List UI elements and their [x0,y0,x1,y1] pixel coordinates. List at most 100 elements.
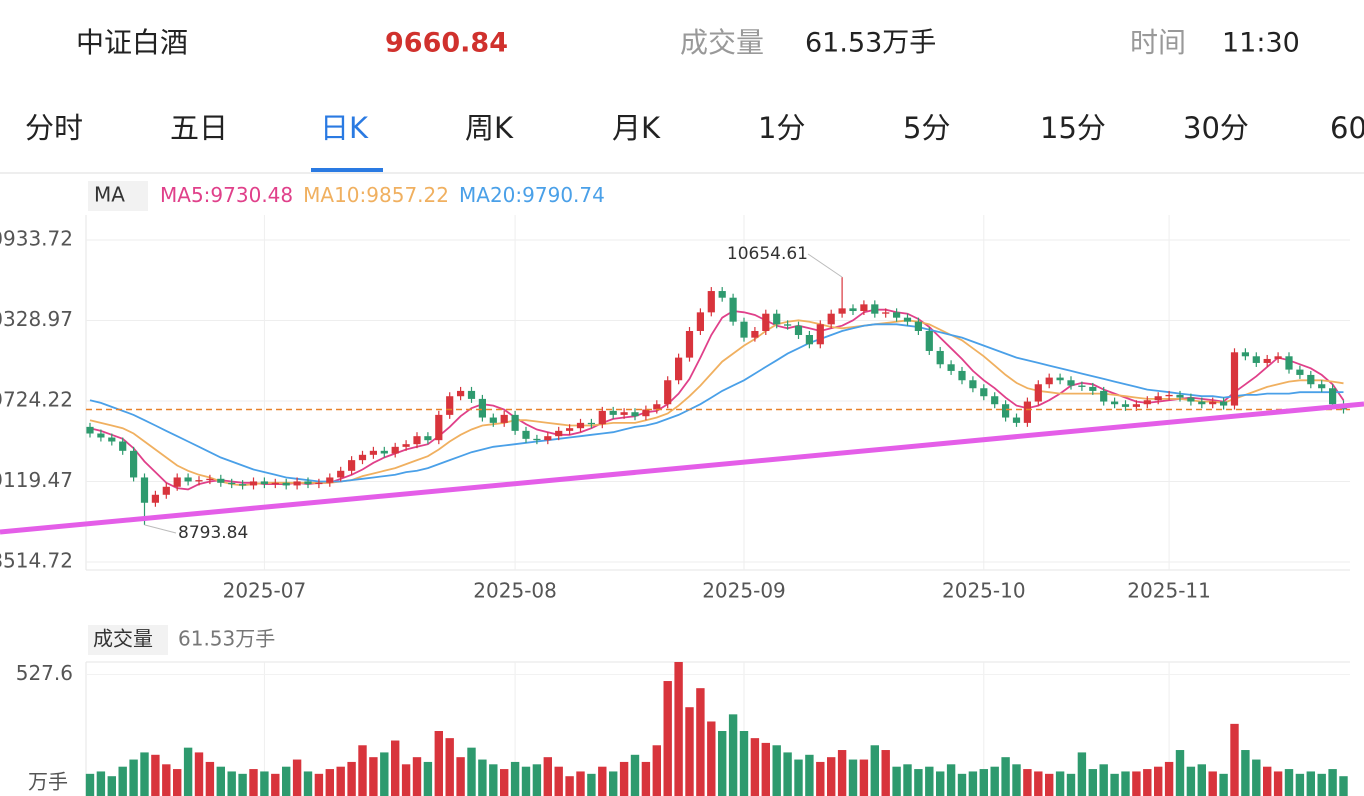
volume-bar [521,766,531,796]
candle-body [653,404,661,410]
tab[interactable]: 五日 [170,111,228,145]
volume-unit: 万手 [28,770,68,794]
x-tick-label: 2025-10 [942,579,1026,603]
volume-bar [456,757,465,796]
volume-bar [1034,771,1043,796]
candle-body [740,321,748,338]
candle-body [1111,401,1119,405]
volume-bar [1132,771,1141,796]
candle-body [402,444,410,447]
x-tick-label: 2025-09 [702,579,786,603]
candle-body [729,297,737,322]
volume-bar [652,745,661,796]
candle-body [1100,390,1108,402]
volume-title-box [88,625,168,655]
candle-body [173,477,181,487]
candle-body [1296,369,1304,375]
volume-bar [303,771,313,796]
tab[interactable]: 日K [320,111,369,145]
volume-bar [216,766,225,796]
candle-body [369,450,377,455]
volume-bar [423,761,433,796]
index-name: 中证白酒 [76,26,188,59]
volume-bar [848,759,858,796]
candle-body [1002,404,1010,418]
candle-body [380,450,388,454]
candle-body [903,317,912,322]
candle-body [337,470,345,478]
ma-legend-title: MA [94,183,125,207]
candle-body [827,313,835,325]
candle-body [1329,388,1337,405]
volume-bar [151,754,160,796]
x-tick-label: 2025-08 [473,579,557,603]
tab[interactable]: 月K [612,111,661,145]
volume-subtitle: 61.53万手 [178,627,275,651]
ma-line [89,319,1344,487]
candle-body [773,313,781,325]
volume-bar [1154,766,1163,796]
volume-bar [1219,773,1228,796]
tab[interactable]: 5分 [903,111,950,145]
volume-bar [1099,764,1108,796]
candle-body [794,325,803,335]
volume-bar [107,776,116,796]
candle-body [467,390,476,399]
candle-body [587,422,595,425]
volume-bar [1164,761,1174,796]
volume-bar [1339,776,1348,796]
volume-bar [859,759,869,796]
ma-legend-entry: MA10:9857.22 [303,183,449,207]
candle-body [1023,401,1031,423]
candle-body [271,482,279,485]
candle-body [511,414,519,431]
volume-bar [1317,773,1326,796]
volume-bar [85,773,95,796]
volume-bar [1045,773,1054,796]
tab[interactable]: 周K [465,111,514,145]
candle-body [1187,397,1195,402]
volume-bar [837,750,847,796]
tab[interactable]: 60 [1330,111,1364,145]
candle-body [413,436,421,445]
volume-bar [728,714,738,796]
candle-body [249,481,258,486]
candle-body [620,412,628,415]
candle-body [1198,401,1206,405]
volume-bar [892,766,901,796]
candle-body [1143,400,1151,405]
candle-body [675,357,683,381]
candle-body [108,437,116,442]
volume-bar [260,771,269,796]
candle-body [478,398,486,418]
volume-bar [434,731,443,796]
volume-bar [500,769,509,796]
candle-body [1252,356,1260,363]
volume-bar [990,766,999,796]
volume-bar [1197,764,1206,796]
candle-body [348,460,356,471]
volume-bar [1088,769,1097,796]
candle-body [228,482,236,485]
volume-bar [478,759,487,796]
volume-bar [412,757,422,796]
volume-bar [391,740,400,796]
tab[interactable]: 15分 [1040,111,1106,145]
volume-bar [903,764,912,796]
candle-body [260,481,268,485]
tab[interactable]: 分时 [25,111,83,145]
volume-bar [554,766,563,796]
volume-bar [696,688,705,796]
tab[interactable]: 1分 [758,111,805,145]
volume-bar [194,752,204,796]
candle-body [184,477,192,482]
ma-legend-entry: MA20:9790.74 [459,183,605,207]
candle-body [315,482,323,485]
candle-body [391,446,399,454]
volume-bar [467,747,476,796]
candle-body [424,436,432,441]
legend-part: MA20 [459,183,515,207]
tab[interactable]: 30分 [1183,111,1249,145]
legend-part: MA5 [160,183,204,207]
candle-body [97,433,105,438]
